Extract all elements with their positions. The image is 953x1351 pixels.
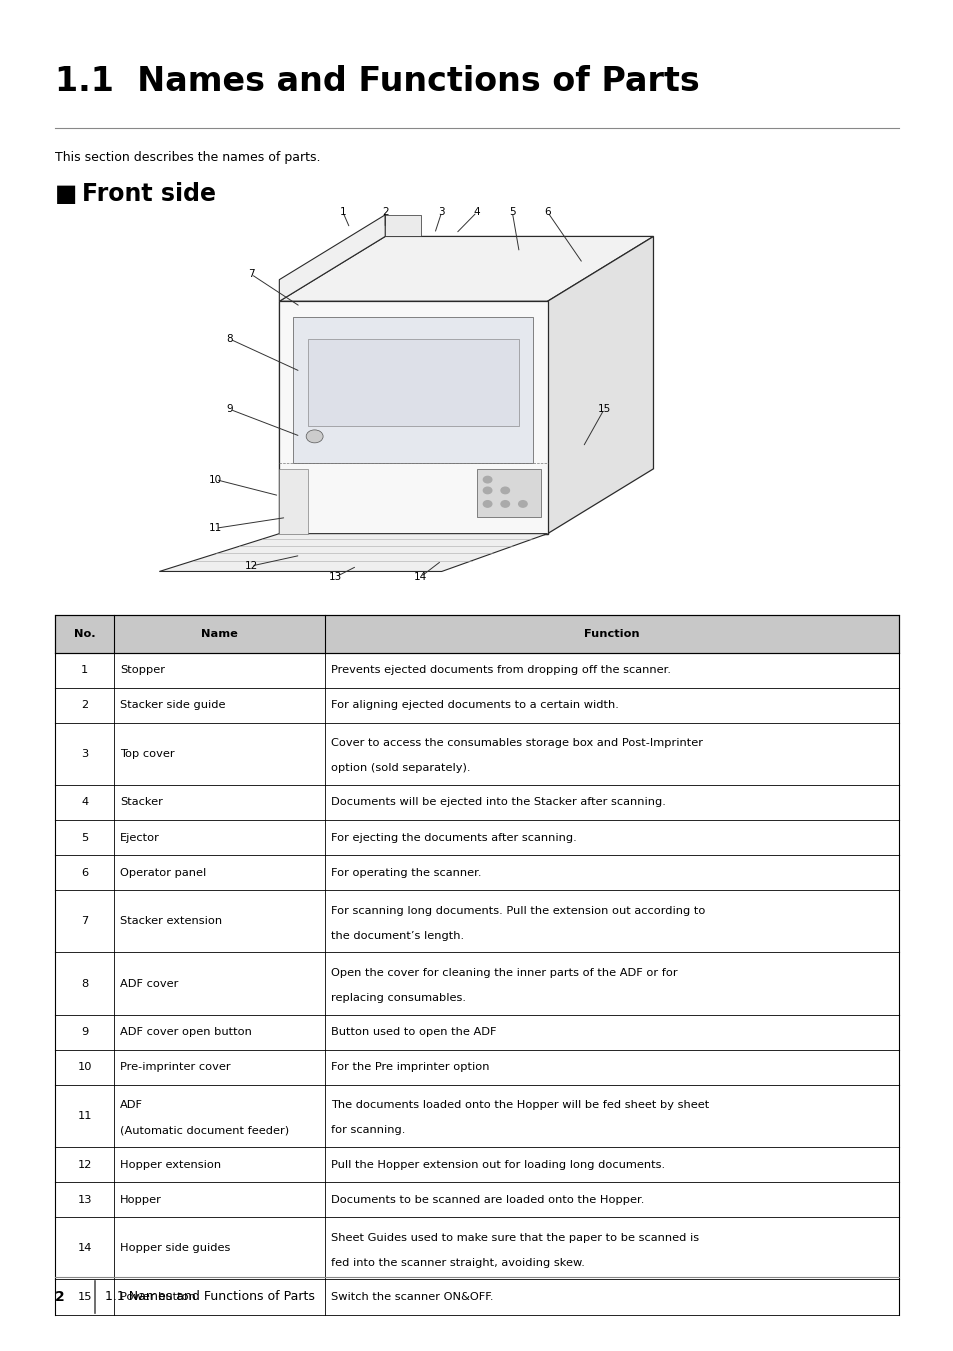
Circle shape <box>483 501 492 507</box>
Text: ADF cover open button: ADF cover open button <box>120 1027 252 1038</box>
Text: ■: ■ <box>55 182 77 207</box>
Text: 7: 7 <box>81 916 89 927</box>
Polygon shape <box>385 215 420 236</box>
Text: 6: 6 <box>81 867 89 878</box>
Text: Cover to access the consumables storage box and Post-Imprinter: Cover to access the consumables storage … <box>331 739 702 748</box>
Circle shape <box>483 488 492 493</box>
Text: Open the cover for cleaning the inner parts of the ADF or for: Open the cover for cleaning the inner pa… <box>331 969 677 978</box>
Polygon shape <box>307 339 518 426</box>
Text: This section describes the names of parts.: This section describes the names of part… <box>55 151 320 165</box>
Text: Stacker side guide: Stacker side guide <box>120 700 225 711</box>
Polygon shape <box>279 236 653 301</box>
Text: For aligning ejected documents to a certain width.: For aligning ejected documents to a cert… <box>331 700 618 711</box>
Text: No.: No. <box>74 628 95 639</box>
Text: Prevents ejected documents from dropping off the scanner.: Prevents ejected documents from dropping… <box>331 665 670 676</box>
Text: fed into the scanner straight, avoiding skew.: fed into the scanner straight, avoiding … <box>331 1258 584 1267</box>
Text: 5: 5 <box>509 207 515 218</box>
Polygon shape <box>159 534 547 571</box>
Polygon shape <box>279 215 385 301</box>
Text: 11: 11 <box>77 1111 92 1121</box>
Text: 14: 14 <box>414 571 427 582</box>
Text: ADF: ADF <box>120 1101 143 1111</box>
Text: 3: 3 <box>438 207 444 218</box>
Text: 2: 2 <box>81 700 89 711</box>
Polygon shape <box>476 469 540 517</box>
Text: Operator panel: Operator panel <box>120 867 206 878</box>
Text: 4: 4 <box>81 797 89 808</box>
Text: 5: 5 <box>81 832 89 843</box>
Text: option (sold separately).: option (sold separately). <box>331 763 470 773</box>
Text: For the Pre imprinter option: For the Pre imprinter option <box>331 1062 489 1073</box>
Text: 4: 4 <box>474 207 479 218</box>
Text: Name: Name <box>201 628 238 639</box>
Text: The documents loaded onto the Hopper will be fed sheet by sheet: The documents loaded onto the Hopper wil… <box>331 1101 708 1111</box>
Polygon shape <box>294 317 533 463</box>
Text: Front side: Front side <box>82 182 215 207</box>
Text: 12: 12 <box>77 1159 91 1170</box>
Text: 7: 7 <box>248 269 254 280</box>
Text: 1.1  Names and Functions of Parts: 1.1 Names and Functions of Parts <box>55 65 700 97</box>
Text: Documents to be scanned are loaded onto the Hopper.: Documents to be scanned are loaded onto … <box>331 1194 643 1205</box>
Text: Button used to open the ADF: Button used to open the ADF <box>331 1027 496 1038</box>
Text: 8: 8 <box>227 334 233 345</box>
Text: the document’s length.: the document’s length. <box>331 931 463 940</box>
Circle shape <box>500 488 509 493</box>
Text: 15: 15 <box>77 1292 92 1302</box>
Text: Stacker extension: Stacker extension <box>120 916 222 927</box>
Text: Pre-imprinter cover: Pre-imprinter cover <box>120 1062 231 1073</box>
Text: Documents will be ejected into the Stacker after scanning.: Documents will be ejected into the Stack… <box>331 797 665 808</box>
Text: 1.1 Names and Functions of Parts: 1.1 Names and Functions of Parts <box>105 1290 314 1304</box>
Circle shape <box>306 430 323 443</box>
Text: For scanning long documents. Pull the extension out according to: For scanning long documents. Pull the ex… <box>331 907 704 916</box>
Text: Stopper: Stopper <box>120 665 165 676</box>
Text: 14: 14 <box>77 1243 91 1254</box>
Text: 11: 11 <box>209 523 222 534</box>
Text: 1: 1 <box>339 207 346 218</box>
Text: 13: 13 <box>329 571 342 582</box>
Text: Sheet Guides used to make sure that the paper to be scanned is: Sheet Guides used to make sure that the … <box>331 1233 699 1243</box>
Text: 10: 10 <box>209 474 222 485</box>
Text: Hopper: Hopper <box>120 1194 162 1205</box>
Text: For operating the scanner.: For operating the scanner. <box>331 867 481 878</box>
Circle shape <box>518 501 527 507</box>
Text: ADF cover: ADF cover <box>120 978 178 989</box>
Text: Power button: Power button <box>120 1292 195 1302</box>
Text: Pull the Hopper extension out for loading long documents.: Pull the Hopper extension out for loadin… <box>331 1159 664 1170</box>
Text: 3: 3 <box>81 748 89 759</box>
Circle shape <box>500 501 509 507</box>
Text: 10: 10 <box>77 1062 92 1073</box>
Text: replacing consumables.: replacing consumables. <box>331 993 465 1002</box>
Bar <box>55 615 898 653</box>
Text: (Automatic document feeder): (Automatic document feeder) <box>120 1125 289 1135</box>
Text: Stacker: Stacker <box>120 797 163 808</box>
Text: Hopper side guides: Hopper side guides <box>120 1243 231 1254</box>
Text: Switch the scanner ON&OFF.: Switch the scanner ON&OFF. <box>331 1292 493 1302</box>
Text: Function: Function <box>583 628 639 639</box>
Polygon shape <box>279 469 307 534</box>
Text: 13: 13 <box>77 1194 92 1205</box>
Text: 15: 15 <box>597 404 610 415</box>
Text: Top cover: Top cover <box>120 748 174 759</box>
Text: 6: 6 <box>544 207 550 218</box>
Text: 9: 9 <box>81 1027 89 1038</box>
Text: 12: 12 <box>244 561 257 571</box>
Text: 9: 9 <box>227 404 233 415</box>
Text: 8: 8 <box>81 978 89 989</box>
Text: 1: 1 <box>81 665 89 676</box>
Text: Ejector: Ejector <box>120 832 160 843</box>
Text: 2: 2 <box>381 207 388 218</box>
Text: For ejecting the documents after scanning.: For ejecting the documents after scannin… <box>331 832 576 843</box>
Polygon shape <box>279 301 547 534</box>
Text: Hopper extension: Hopper extension <box>120 1159 221 1170</box>
Circle shape <box>483 477 492 482</box>
Text: 2: 2 <box>55 1290 65 1304</box>
Text: for scanning.: for scanning. <box>331 1125 405 1135</box>
Polygon shape <box>547 236 653 534</box>
